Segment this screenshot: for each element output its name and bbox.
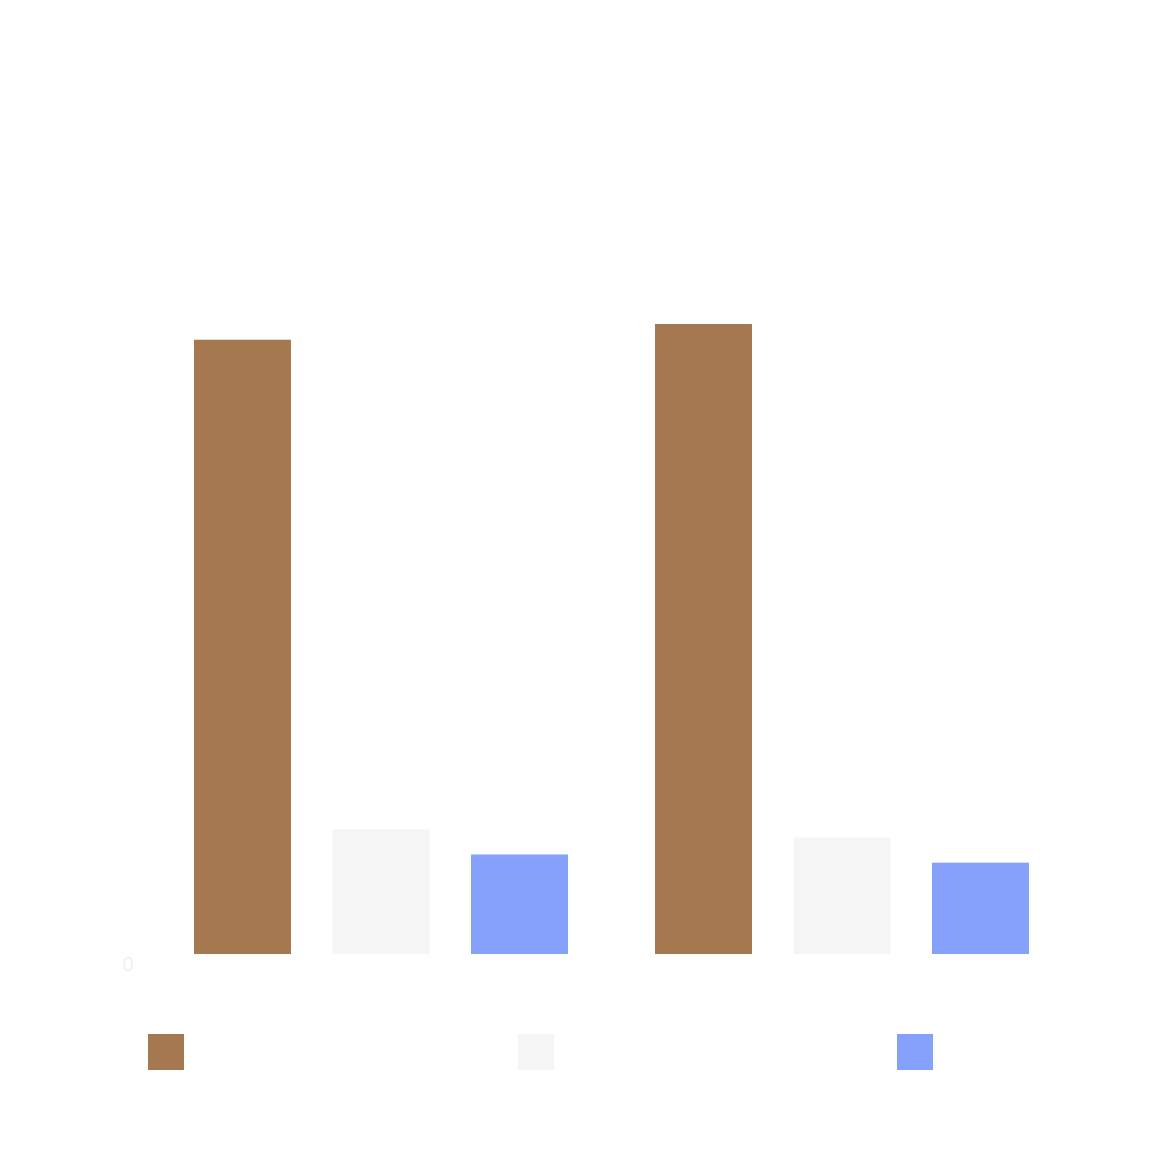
bar-series-3-group-2 xyxy=(932,862,1029,954)
bar-series-1-group-1 xyxy=(194,339,291,954)
bars xyxy=(194,324,1029,954)
legend-swatch-series-3 xyxy=(897,1034,933,1070)
bar-series-2-group-1 xyxy=(332,829,430,954)
bar-series-2-group-2 xyxy=(793,837,891,954)
legend-swatch-series-1 xyxy=(148,1034,184,1070)
bar-series-3-group-1 xyxy=(471,854,568,954)
legend xyxy=(148,1034,933,1070)
legend-swatch-series-2 xyxy=(518,1034,554,1070)
y-tick-label: 0 xyxy=(122,954,133,976)
y-axis-ticks: 0 xyxy=(122,954,133,976)
bar-series-1-group-2 xyxy=(655,324,752,954)
